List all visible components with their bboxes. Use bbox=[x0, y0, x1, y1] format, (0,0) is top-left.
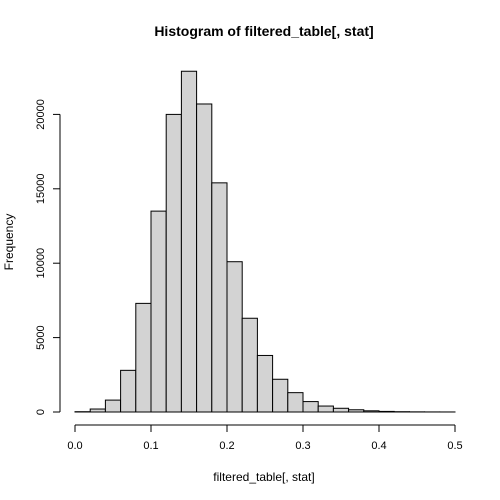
histogram-bar-14 bbox=[287, 392, 304, 413]
x-tick-label-2: 0.2 bbox=[219, 440, 234, 452]
histogram-bar-15 bbox=[302, 401, 319, 413]
histogram-bar-11 bbox=[241, 317, 258, 413]
histogram-bar-2 bbox=[104, 399, 122, 413]
histogram-bar-10 bbox=[226, 261, 243, 413]
y-axis-label: Frequency bbox=[2, 214, 16, 271]
histogram-bar-5 bbox=[150, 210, 167, 413]
histogram-bar-3 bbox=[120, 369, 137, 413]
x-tick-label-1: 0.1 bbox=[143, 440, 158, 452]
histogram-bar-17 bbox=[332, 407, 350, 413]
histogram-bar-1 bbox=[89, 408, 106, 413]
y-axis: 0 5000 10000 15000 20000 bbox=[35, 99, 61, 415]
x-tick-label-0: 0.0 bbox=[67, 440, 82, 452]
x-tick-label-3: 0.3 bbox=[295, 440, 310, 452]
y-tick-label-3: 15000 bbox=[35, 174, 47, 205]
y-tick-label-4: 20000 bbox=[35, 99, 47, 130]
histogram-bar-12 bbox=[256, 354, 274, 413]
y-tick-label-0: 0 bbox=[35, 409, 47, 415]
histogram-bar-9 bbox=[211, 182, 228, 413]
histogram-bar-16 bbox=[317, 405, 334, 413]
y-tick-label-2: 10000 bbox=[35, 248, 47, 279]
histogram-bar-6 bbox=[165, 113, 182, 413]
histogram-bar-19 bbox=[363, 410, 380, 413]
y-tick-label-1: 5000 bbox=[35, 325, 47, 349]
histogram-bar-7 bbox=[180, 70, 198, 413]
histogram-bar-8 bbox=[196, 103, 213, 413]
histogram-bar-20 bbox=[378, 410, 395, 413]
histogram-bars bbox=[74, 70, 456, 413]
x-axis: 0.0 0.1 0.2 0.3 0.4 0.5 bbox=[67, 424, 463, 452]
x-axis-label: filtered_table[, stat] bbox=[213, 470, 314, 484]
chart-title: Histogram of filtered_table[, stat] bbox=[154, 23, 373, 39]
histogram-bar-18 bbox=[348, 409, 365, 413]
x-tick-label-4: 0.4 bbox=[371, 440, 386, 452]
histogram-bar-4 bbox=[135, 302, 152, 413]
x-tick-label-5: 0.5 bbox=[447, 440, 462, 452]
histogram-bar-13 bbox=[272, 378, 289, 413]
